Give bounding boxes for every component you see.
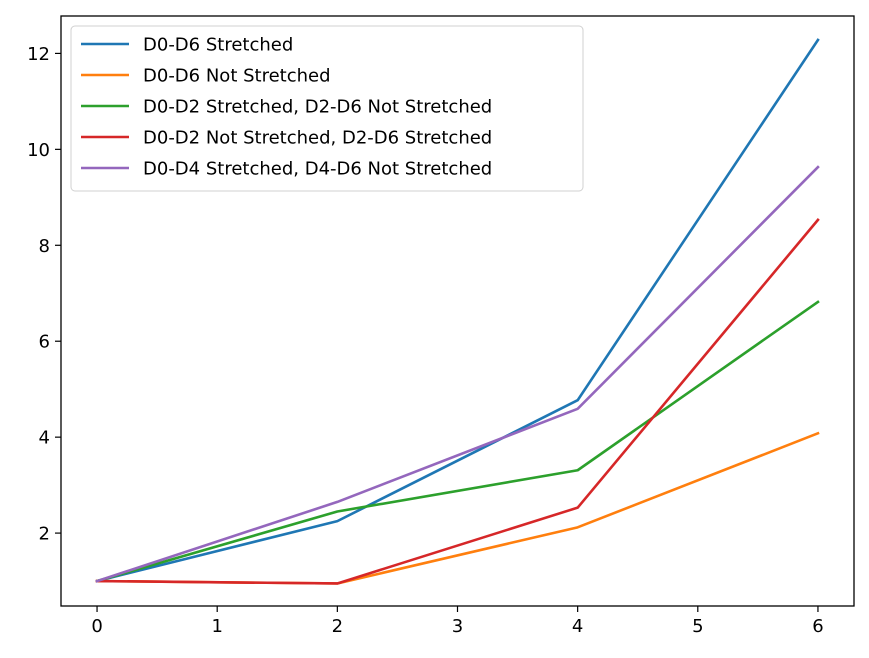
x-tick-label: 1 (211, 616, 222, 637)
legend: D0-D6 Stretched D0-D6 Not Stretched D0-D2 … (70, 25, 584, 192)
series-line-5 (95, 165, 820, 583)
y-tick-label: 4 (39, 428, 50, 449)
x-tick-label: 5 (692, 616, 703, 637)
x-tick-label: 6 (812, 616, 823, 637)
y-tick-label: 2 (39, 524, 50, 545)
x-tick-label: 3 (452, 616, 463, 637)
x-tick-label: 4 (572, 616, 583, 637)
legend-label-4: D0-D2 Not Stretched, D2-D6 Stretched (143, 128, 492, 149)
y-axis: 2 4 6 8 10 12 (27, 44, 61, 545)
x-tick-label: 2 (332, 616, 343, 637)
series-line-3 (95, 300, 820, 583)
legend-label-2: D0-D6 Not Stretched (143, 66, 331, 87)
y-tick-label: 8 (39, 236, 50, 257)
series-line-1 (95, 38, 820, 583)
legend-label-3: D0-D2 Stretched, D2-D6 Not Stretched (143, 97, 492, 118)
legend-label-5: D0-D4 Stretched, D4-D6 Not Stretched (143, 159, 492, 180)
legend-label-1: D0-D6 Stretched (143, 35, 293, 56)
y-tick-label: 6 (39, 332, 50, 353)
x-axis: 0 1 2 3 4 5 6 (91, 606, 824, 637)
y-tick-label: 10 (27, 140, 50, 161)
series-layer (95, 38, 820, 585)
legend-box (70, 25, 584, 192)
y-tick-label: 12 (27, 44, 50, 65)
series-line-4 (95, 218, 820, 585)
x-tick-label: 0 (91, 616, 102, 637)
